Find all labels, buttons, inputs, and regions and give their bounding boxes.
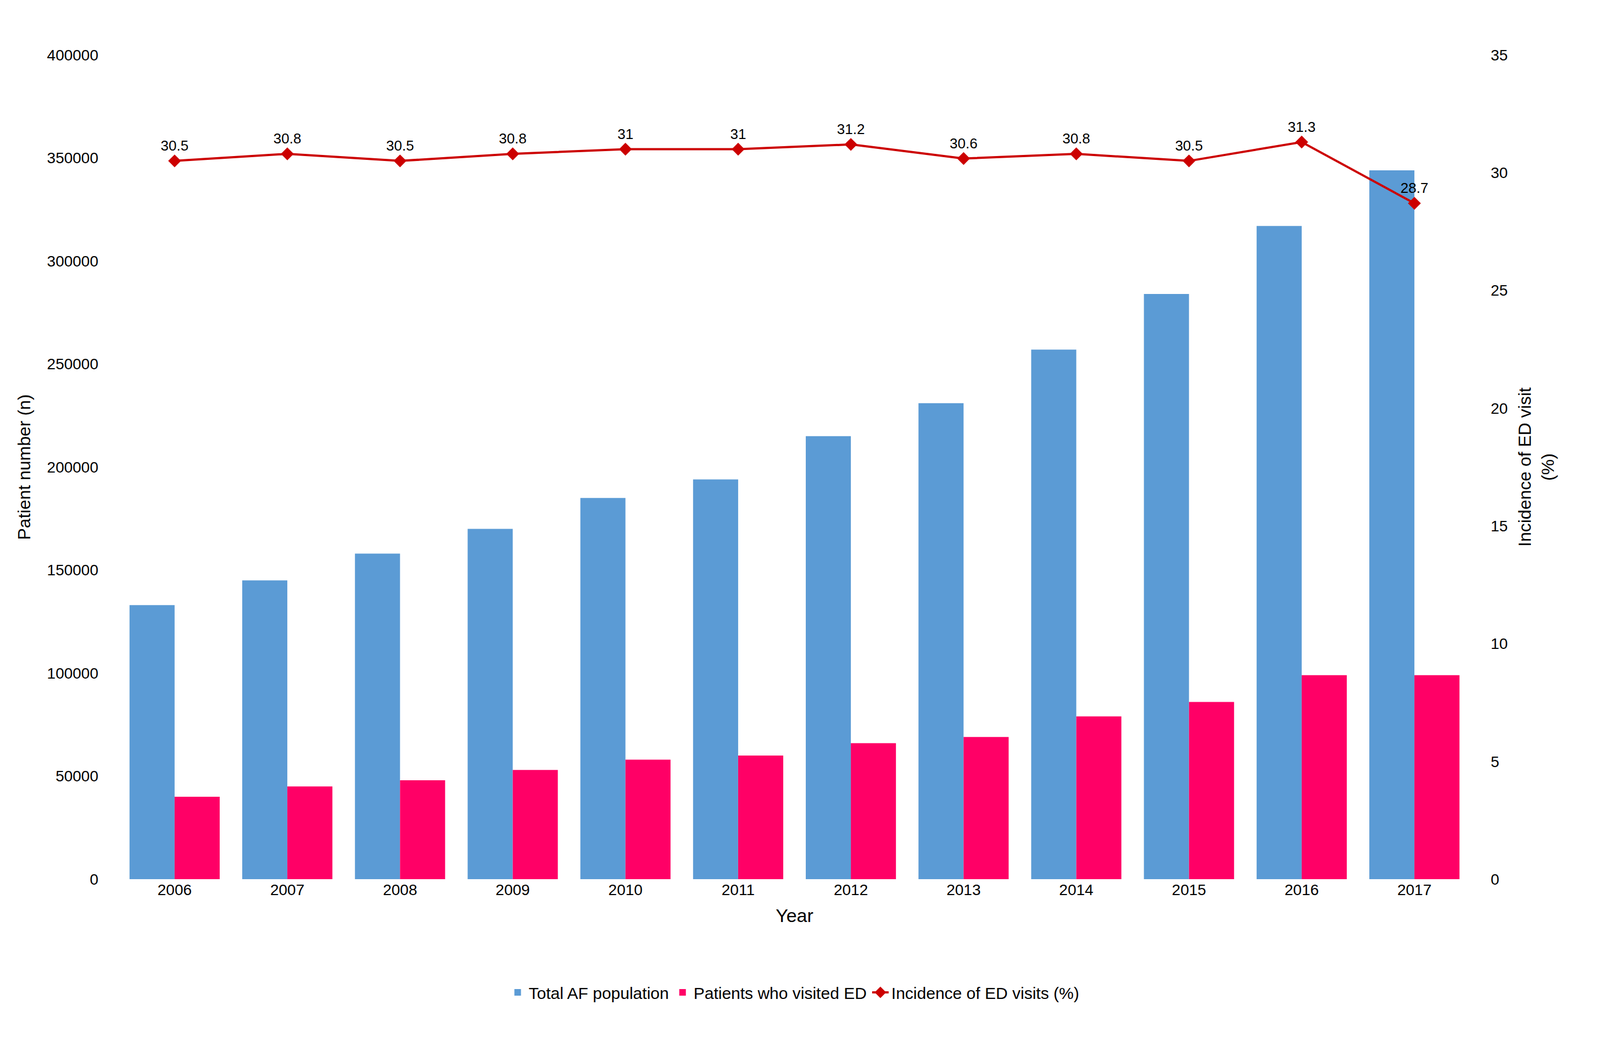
- svg-text:2017: 2017: [1397, 881, 1432, 899]
- svg-text:Incidence of ED visit(%): Incidence of ED visit(%): [1514, 387, 1558, 547]
- svg-text:350000: 350000: [47, 149, 99, 167]
- svg-text:2011: 2011: [721, 881, 755, 899]
- svg-text:0: 0: [89, 870, 99, 888]
- svg-text:30.5: 30.5: [160, 137, 189, 154]
- svg-text:2010: 2010: [608, 881, 643, 899]
- svg-text:30: 30: [1490, 164, 1508, 182]
- svg-text:15: 15: [1490, 517, 1508, 535]
- svg-text:2014: 2014: [1058, 881, 1094, 899]
- svg-text:20: 20: [1490, 399, 1508, 417]
- svg-text:Incidence of ED visits (%): Incidence of ED visits (%): [891, 983, 1080, 1002]
- svg-text:250000: 250000: [47, 355, 99, 373]
- svg-text:Total AF population: Total AF population: [528, 983, 670, 1002]
- svg-text:2008: 2008: [382, 881, 417, 899]
- svg-text:Patient number (n): Patient number (n): [14, 393, 35, 540]
- svg-text:30.6: 30.6: [949, 135, 978, 152]
- svg-text:30.8: 30.8: [273, 130, 302, 147]
- svg-text:30.8: 30.8: [498, 130, 527, 147]
- svg-text:2016: 2016: [1284, 881, 1319, 899]
- svg-text:2012: 2012: [833, 881, 868, 899]
- svg-text:400000: 400000: [47, 46, 99, 64]
- svg-text:28.7: 28.7: [1400, 179, 1429, 197]
- svg-text:50000: 50000: [55, 767, 99, 785]
- svg-text:31.3: 31.3: [1288, 118, 1317, 136]
- svg-text:150000: 150000: [47, 561, 99, 579]
- svg-text:31.2: 31.2: [837, 120, 866, 138]
- svg-text:35: 35: [1490, 46, 1508, 64]
- svg-text:300000: 300000: [47, 252, 99, 270]
- svg-text:10: 10: [1490, 634, 1508, 652]
- svg-text:2015: 2015: [1172, 881, 1207, 899]
- svg-text:Year: Year: [775, 904, 814, 926]
- svg-text:30.5: 30.5: [1174, 137, 1203, 154]
- svg-text:5: 5: [1490, 753, 1500, 771]
- svg-text:100000: 100000: [47, 664, 99, 682]
- svg-text:200000: 200000: [47, 458, 99, 476]
- svg-text:Patients who visited ED: Patients who visited ED: [693, 983, 867, 1002]
- svg-text:2009: 2009: [495, 881, 530, 899]
- svg-text:2007: 2007: [270, 881, 305, 899]
- svg-text:0: 0: [1490, 870, 1500, 888]
- svg-text:30.5: 30.5: [386, 137, 415, 154]
- svg-text:2013: 2013: [946, 881, 981, 899]
- svg-text:31: 31: [729, 125, 746, 143]
- svg-text:30.8: 30.8: [1062, 130, 1091, 147]
- svg-text:25: 25: [1490, 281, 1508, 299]
- svg-text:31: 31: [617, 125, 634, 143]
- svg-text:2006: 2006: [157, 881, 192, 899]
